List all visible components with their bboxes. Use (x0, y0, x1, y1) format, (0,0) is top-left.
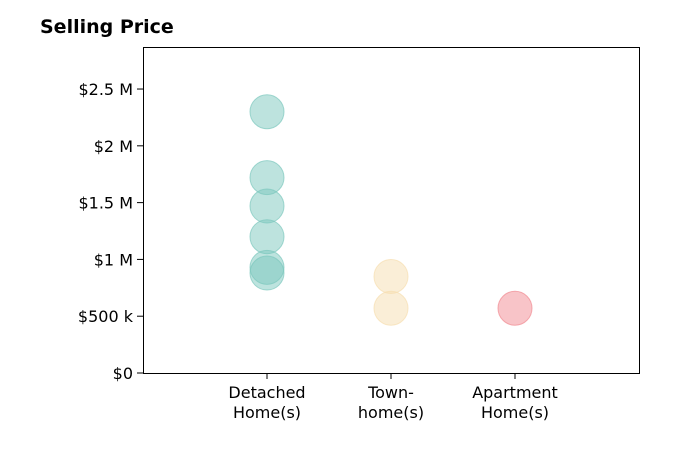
y-axis: $0 $500 k $1 M $1.5 M $2 M $2.5 M (78, 80, 143, 383)
x-tick-label: Detached (228, 383, 305, 402)
data-point (249, 255, 285, 291)
y-tick-label: $500 k (78, 307, 134, 326)
data-point (249, 219, 285, 255)
y-tick-label: $1.5 M (78, 194, 133, 213)
x-tick-label: Apartment (472, 383, 558, 402)
x-tick-label: Home(s) (481, 403, 549, 422)
data-point (497, 290, 533, 326)
x-tick-label: home(s) (358, 403, 424, 422)
data-point (249, 188, 285, 224)
data-point (373, 258, 409, 294)
data-points (249, 94, 533, 326)
x-tick-label: Home(s) (233, 403, 301, 422)
x-axis: DetachedHome(s)Town-home(s)ApartmentHome… (228, 373, 558, 422)
chart-title: Selling Price (40, 16, 174, 38)
data-point (373, 290, 409, 326)
y-tick-label: $2.5 M (78, 80, 133, 99)
y-tick-label: $0 (113, 364, 133, 383)
x-tick-label: Town- (367, 383, 414, 402)
y-tick-label: $1 M (94, 250, 133, 269)
data-point (249, 94, 285, 130)
y-tick-label: $2 M (94, 137, 133, 156)
